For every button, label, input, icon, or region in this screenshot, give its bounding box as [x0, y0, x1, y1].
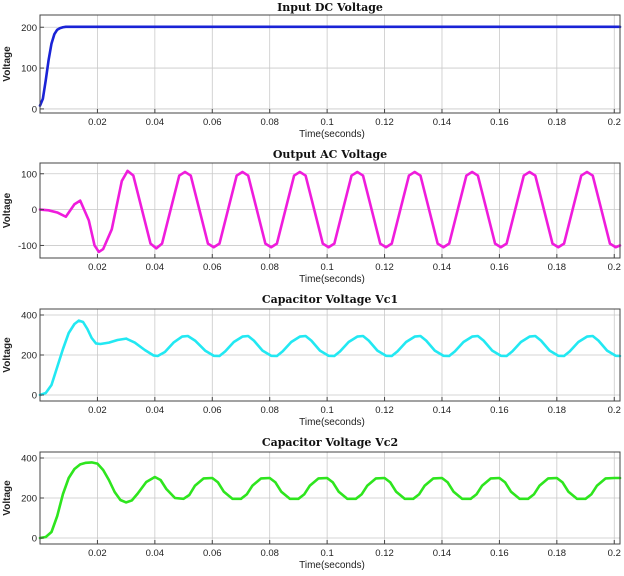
input-dc-voltage-x-tick-label-3: 0.08	[260, 117, 279, 128]
input-dc-voltage-plot-area	[40, 15, 620, 113]
output-ac-voltage-x-tick-label-9: 0.2	[608, 262, 621, 273]
output-ac-voltage-y-tick-label-2: 100	[21, 169, 37, 180]
capacitor-voltage-vc2-y-tick-label-0: 0	[32, 534, 37, 545]
input-dc-voltage-x-tick-label-2: 0.06	[203, 117, 222, 128]
capacitor-voltage-vc1-y-axis-label: Voltage	[2, 337, 13, 373]
input-dc-voltage-x-tick-label-1: 0.04	[146, 117, 165, 128]
input-dc-voltage-y-tick-label-0: 0	[32, 104, 37, 115]
capacitor-voltage-vc1-x-tick-label-5: 0.12	[375, 405, 394, 416]
capacitor-voltage-vc2-series-line-0	[38, 461, 622, 540]
capacitor-voltage-vc2-x-tick-label-1: 0.04	[146, 548, 165, 559]
input-dc-voltage-x-tick-label-9: 0.2	[608, 117, 621, 128]
output-ac-voltage-plot-area	[40, 163, 620, 258]
input-dc-voltage-y-axis-label: Voltage	[2, 46, 13, 82]
capacitor-voltage-vc1-y-tick-label-1: 200	[21, 351, 37, 362]
capacitor-voltage-vc1-y-tick-label-0: 0	[32, 391, 37, 402]
capacitor-voltage-vc2-x-tick-label-0: 0.02	[88, 548, 107, 559]
output-ac-voltage-y-axis-label: Voltage	[2, 192, 13, 228]
capacitor-voltage-vc2-y-tick-label-2: 400	[21, 454, 37, 465]
input-dc-voltage-x-tick-label-0: 0.02	[88, 117, 107, 128]
output-ac-voltage-x-tick-label-3: 0.08	[260, 262, 279, 273]
input-dc-voltage-panel: 0.02 0.04 0.06 0.08 0.1 0.12 0.14 0.16 0.18 0.2 0 1…	[2, 1, 622, 140]
capacitor-voltage-vc2-x-tick-label-4: 0.1	[321, 548, 334, 559]
input-dc-voltage-x-axis-label: Time(seconds)	[299, 129, 365, 140]
output-ac-voltage-x-axis-label: Time(seconds)	[299, 274, 365, 285]
input-dc-voltage-x-tick-label-7: 0.16	[490, 117, 509, 128]
output-ac-voltage-x-tick-label-8: 0.18	[548, 262, 567, 273]
input-dc-voltage-y-tick-label-2: 200	[21, 23, 37, 34]
capacitor-voltage-vc2-x-axis-label: Time(seconds)	[299, 560, 365, 571]
capacitor-voltage-vc2-y-tick-label-1: 200	[21, 494, 37, 505]
capacitor-voltage-vc2-x-tick-label-7: 0.16	[490, 548, 509, 559]
capacitor-voltage-vc1-x-axis-label: Time(seconds)	[299, 417, 365, 428]
input-dc-voltage-axes-frame	[39, 14, 621, 114]
output-ac-voltage-x-tick-label-4: 0.1	[321, 262, 334, 273]
capacitor-voltage-vc1-x-tick-label-1: 0.04	[146, 405, 165, 416]
capacitor-voltage-vc1-x-tick-label-6: 0.14	[433, 405, 452, 416]
capacitor-voltage-vc2-x-tick-label-6: 0.14	[433, 548, 452, 559]
capacitor-voltage-vc2-x-tick-label-2: 0.06	[203, 548, 222, 559]
capacitor-voltage-vc1-x-tick-label-0: 0.02	[88, 405, 107, 416]
capacitor-voltage-vc2-x-tick-label-9: 0.2	[608, 548, 621, 559]
output-ac-voltage-title: Output AC Voltage	[273, 148, 387, 161]
output-ac-voltage-panel: 0.02 0.04 0.06 0.08 0.1 0.12 0.14 0.16 0.18 0.2 -1…	[2, 148, 622, 285]
input-dc-voltage-x-tick-label-5: 0.12	[375, 117, 394, 128]
input-dc-voltage-x-tick-label-8: 0.18	[548, 117, 567, 128]
input-dc-voltage-y-tick-label-1: 100	[21, 64, 37, 75]
output-ac-voltage-x-tick-label-5: 0.12	[375, 262, 394, 273]
capacitor-voltage-vc2-x-tick-label-3: 0.08	[260, 548, 279, 559]
capacitor-voltage-vc2-y-axis-label: Voltage	[2, 480, 13, 516]
capacitor-voltage-vc1-series-line-0	[38, 319, 622, 397]
output-ac-voltage-x-tick-label-0: 0.02	[88, 262, 107, 273]
capacitor-voltage-vc1-x-tick-label-2: 0.06	[203, 405, 222, 416]
capacitor-voltage-vc1-x-tick-label-3: 0.08	[260, 405, 279, 416]
output-ac-voltage-x-tick-label-6: 0.14	[433, 262, 452, 273]
output-ac-voltage-x-tick-label-2: 0.06	[203, 262, 222, 273]
output-ac-voltage-x-tick-label-7: 0.16	[490, 262, 509, 273]
output-ac-voltage-series-line-0	[38, 169, 622, 254]
capacitor-voltage-vc1-x-tick-label-7: 0.16	[490, 405, 509, 416]
output-ac-voltage-axes-frame	[39, 162, 621, 259]
capacitor-voltage-vc1-panel: 0.02 0.04 0.06 0.08 0.1 0.12 0.14 0.16 0.18 0.2 0 2…	[2, 293, 622, 428]
capacitor-voltage-vc1-x-tick-label-4: 0.1	[321, 405, 334, 416]
input-dc-voltage-x-tick-label-4: 0.1	[321, 117, 334, 128]
output-ac-voltage-x-tick-label-1: 0.04	[146, 262, 165, 273]
capacitor-voltage-vc1-y-tick-label-2: 400	[21, 311, 37, 322]
capacitor-voltage-vc2-title: Capacitor Voltage Vc2	[262, 436, 398, 449]
capacitor-voltage-vc1-x-tick-label-8: 0.18	[548, 405, 567, 416]
input-dc-voltage-series-line-0	[38, 25, 622, 107]
capacitor-voltage-vc1-x-tick-label-9: 0.2	[608, 405, 621, 416]
input-dc-voltage-title: Input DC Voltage	[277, 1, 383, 14]
output-ac-voltage-y-tick-label-0: -100	[18, 241, 37, 252]
output-ac-voltage-y-tick-label-1: 0	[32, 205, 37, 216]
capacitor-voltage-vc2-panel: 0.02 0.04 0.06 0.08 0.1 0.12 0.14 0.16 0.18 0.2 0 2…	[2, 436, 622, 571]
capacitor-voltage-vc2-x-tick-label-8: 0.18	[548, 548, 567, 559]
input-dc-voltage-x-tick-label-6: 0.14	[433, 117, 452, 128]
capacitor-voltage-vc1-title: Capacitor Voltage Vc1	[262, 293, 398, 306]
capacitor-voltage-vc2-x-tick-label-5: 0.12	[375, 548, 394, 559]
